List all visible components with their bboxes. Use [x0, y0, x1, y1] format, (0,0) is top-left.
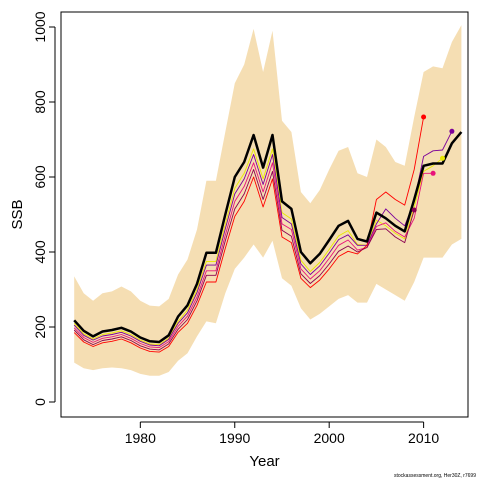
- confidence-band-area: [74, 25, 462, 376]
- series-end-point-4: [421, 114, 427, 120]
- x-axis-title: Year: [249, 453, 279, 470]
- y-axis: 0 200 400 600 800 1000: [32, 11, 56, 406]
- ssb-retro-line-5: [73, 169, 415, 351]
- y-tick-label: 800: [32, 90, 48, 114]
- confidence-band: [74, 25, 462, 376]
- ssb-retro-line-4: [73, 116, 425, 353]
- x-tick-label: 2000: [314, 430, 345, 446]
- series-end-point-2: [449, 128, 455, 134]
- series-end-point-5: [411, 207, 417, 213]
- ssb-retro-line-1: [73, 148, 443, 346]
- plot-frame: [60, 11, 469, 418]
- y-tick-label: 0: [32, 398, 48, 406]
- y-tick-label: 200: [32, 315, 48, 339]
- ssb-series-lines: [73, 116, 463, 353]
- ssb-retro-line-3: [73, 162, 434, 349]
- ssb-main-line: [73, 131, 463, 344]
- y-axis-title: SSB: [9, 199, 26, 229]
- series-end-point-1: [440, 155, 445, 161]
- x-tick-label: 1980: [125, 430, 156, 446]
- ssb-retro-line-2: [73, 131, 453, 347]
- y-tick-label: 600: [32, 165, 48, 189]
- x-axis: 1980 1990 2000 2010: [125, 421, 439, 446]
- x-tick-label: 2010: [408, 430, 439, 446]
- x-tick-label: 1990: [219, 430, 250, 446]
- credit-text: stockassessment.org, Her30Z, r7699: [394, 473, 476, 479]
- y-tick-label: 1000: [32, 11, 48, 42]
- series-end-points: [411, 114, 455, 213]
- y-tick-label: 400: [32, 240, 48, 264]
- series-end-point-3: [430, 170, 436, 176]
